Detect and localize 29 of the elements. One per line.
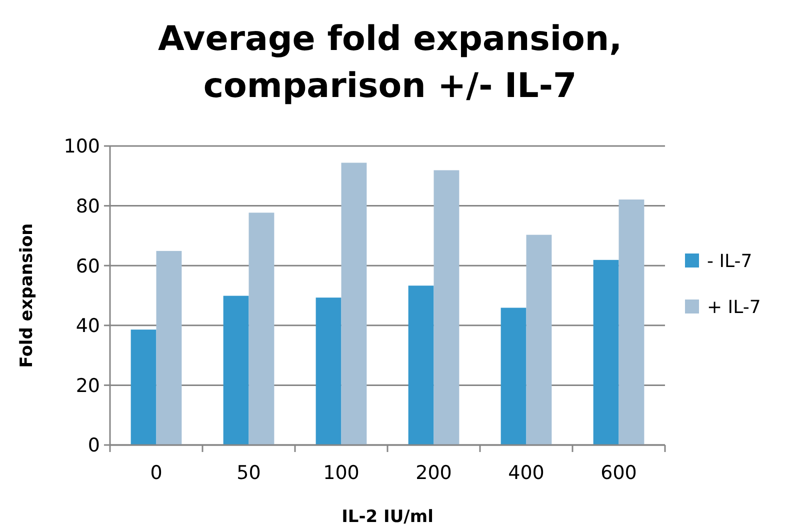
y-tick-label: 0: [88, 434, 100, 457]
y-tick-label: 80: [76, 195, 100, 218]
bar: [408, 286, 434, 445]
bar: [156, 250, 182, 445]
bar: [223, 296, 249, 445]
x-axis-title: IL-2 IU/ml: [342, 507, 434, 527]
bar: [526, 234, 552, 445]
x-tick-label: 50: [236, 462, 261, 484]
bar: [341, 162, 367, 445]
y-axis-title: Fold expansion: [17, 223, 37, 368]
bar: [618, 200, 644, 445]
bar: [316, 298, 342, 445]
x-tick-label: 100: [323, 462, 360, 484]
y-tick-label: 100: [64, 136, 100, 158]
x-tick-label: 400: [508, 462, 544, 484]
x-tick-label: 200: [416, 462, 452, 484]
bar: [130, 330, 156, 445]
y-tick-label: 20: [76, 374, 100, 397]
chart-title: Average fold expansion, comparison +/- IL-7: [158, 19, 622, 106]
x-tick-label: 600: [600, 462, 637, 484]
bar: [500, 308, 526, 445]
y-tick-label: 60: [76, 255, 100, 278]
x-tick-label: 0: [150, 462, 162, 484]
bar: [593, 260, 619, 445]
legend-label: + IL-7: [707, 296, 761, 318]
bar: [434, 170, 460, 445]
bar: [248, 212, 274, 445]
legend-label: - IL-7: [707, 250, 752, 272]
y-tick-label: 40: [76, 315, 100, 338]
